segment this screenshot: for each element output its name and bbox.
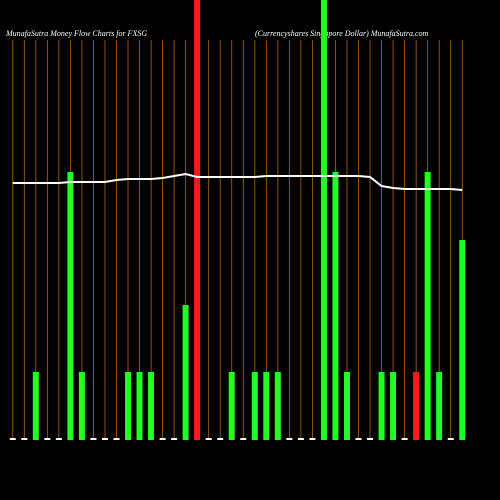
bar: [101, 438, 108, 440]
bar: [21, 438, 28, 440]
bar: [390, 372, 397, 440]
bar: [320, 0, 327, 440]
bar: [171, 438, 178, 440]
price-line: [12, 172, 463, 191]
bar: [136, 372, 143, 440]
bar: [205, 438, 212, 440]
bar: [286, 438, 293, 440]
bar: [44, 438, 51, 440]
bar: [159, 438, 166, 440]
bar: [413, 372, 420, 440]
bar: [9, 438, 16, 440]
bar: [217, 438, 224, 440]
bar: [55, 438, 62, 440]
chart-subtitle: (Currencyshares Singapore Dollar) Munafa…: [255, 29, 429, 38]
bar: [424, 172, 431, 440]
bar: [228, 372, 235, 440]
bar: [263, 372, 270, 440]
bar: [240, 438, 247, 440]
bar: [148, 372, 155, 440]
bar: [447, 438, 454, 440]
bar: [113, 438, 120, 440]
bar: [355, 438, 362, 440]
bar: [194, 0, 201, 440]
chart-title: MunafaSutra Money Flow Charts for FXSG: [5, 29, 147, 38]
bar: [125, 372, 132, 440]
bar: [78, 372, 85, 440]
bar: [251, 372, 258, 440]
bar: [343, 372, 350, 440]
bar: [436, 372, 443, 440]
bar: [459, 240, 466, 440]
bar: [367, 438, 374, 440]
bar: [378, 372, 385, 440]
bar: [401, 438, 408, 440]
bar: [67, 172, 74, 440]
bar: [309, 438, 316, 440]
bar: [32, 372, 39, 440]
bar: [332, 172, 339, 440]
bar: [297, 438, 304, 440]
bar: [182, 305, 189, 440]
bar: [90, 438, 97, 440]
bar: [274, 372, 281, 440]
